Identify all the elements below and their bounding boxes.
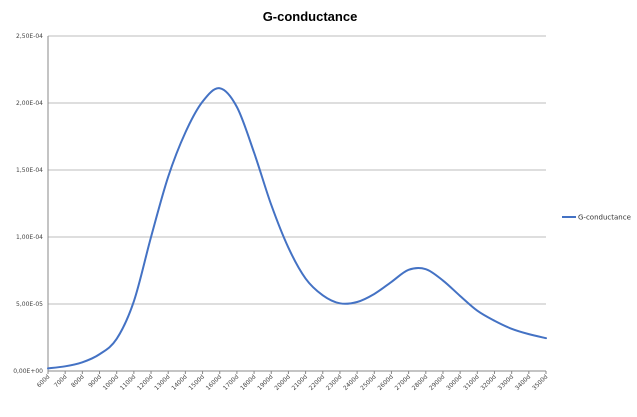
x-tick-label: 2700d: [394, 373, 413, 392]
x-tick-label: 1400d: [170, 373, 189, 392]
x-tick-label: 2400d: [342, 373, 361, 392]
x-tick-label: 3000d: [445, 373, 464, 392]
series-line: [47, 87, 547, 370]
gridlines: [48, 35, 546, 305]
x-tick-label: 3100d: [462, 373, 481, 392]
x-tick-label: 2900d: [428, 373, 447, 392]
x-tick-label: 3200d: [479, 373, 498, 392]
y-tick-label: 2,50E-04: [16, 33, 43, 40]
x-tick-label: 1000d: [102, 373, 121, 392]
x-tick-label: 1300d: [153, 373, 172, 392]
x-tick-label: 2500d: [359, 373, 378, 392]
x-tick-label: 700d: [53, 373, 69, 389]
x-tick-label: 1500d: [188, 373, 207, 392]
x-axis-ticks: 600d 700d 800d 900d1000d1100d1200d1300d1400…: [36, 371, 550, 392]
x-tick-label: 3500d: [531, 373, 550, 392]
x-tick-label: 1900d: [256, 373, 275, 392]
x-tick-label: 1800d: [239, 373, 258, 392]
x-tick-label: 2000d: [273, 373, 292, 392]
x-tick-label: 1700d: [222, 373, 241, 392]
x-tick-label: 1200d: [136, 373, 155, 392]
x-tick-label: 2100d: [291, 373, 310, 392]
legend-label: G-conductance: [578, 214, 631, 222]
y-tick-label: 1,00E-04: [16, 234, 43, 241]
chart-title: G-conductance: [263, 9, 358, 24]
x-tick-label: 3400d: [514, 373, 533, 392]
x-tick-label: 2200d: [308, 373, 327, 392]
x-tick-label: 800d: [70, 373, 86, 389]
x-tick-label: 1100d: [119, 373, 138, 392]
y-axis-ticks: 0,00E+00 5,00E-05 1,00E-04 1,50E-04 2,00E-04…: [13, 33, 43, 375]
x-tick-label: 600d: [36, 373, 52, 389]
x-tick-label: 2300d: [325, 373, 344, 392]
x-tick-label: 1600d: [205, 373, 224, 392]
legend: G-conductance: [562, 214, 631, 222]
y-tick-label: 0,00E+00: [13, 368, 43, 375]
x-tick-label: 2600d: [376, 373, 395, 392]
y-tick-label: 2,00E-04: [16, 100, 43, 107]
y-tick-label: 1,50E-04: [16, 167, 43, 174]
y-tick-label: 5,00E-05: [16, 301, 43, 308]
x-tick-label: 3300d: [497, 373, 516, 392]
x-tick-label: 2800d: [411, 373, 430, 392]
